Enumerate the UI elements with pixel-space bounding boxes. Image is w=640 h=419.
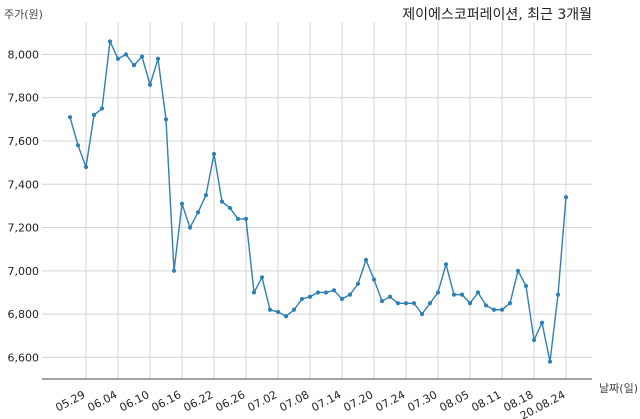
y-axis-label: 주가(원)	[4, 8, 43, 21]
x-tick-label: 08.05	[437, 388, 471, 414]
data-point	[171, 268, 177, 273]
x-tick-label: 07.14	[309, 388, 343, 414]
data-point	[179, 201, 185, 206]
y-tick-label: 7,600	[8, 135, 40, 148]
y-tick-label: 7,200	[8, 222, 40, 235]
x-tick-label: 06.22	[181, 388, 215, 414]
data-point	[499, 307, 505, 312]
data-point	[251, 290, 257, 295]
data-point	[435, 290, 441, 295]
data-point	[419, 311, 425, 317]
data-point	[155, 56, 161, 61]
data-point	[83, 164, 89, 170]
data-point	[259, 275, 265, 280]
y-tick-label: 6,600	[8, 351, 40, 364]
data-point	[99, 106, 105, 111]
data-point	[491, 307, 497, 312]
data-point	[515, 268, 521, 273]
x-tick-label: 08.11	[469, 388, 503, 414]
x-axis-label: 날짜(일)	[599, 382, 638, 395]
data-point	[187, 225, 193, 230]
data-point	[371, 277, 377, 282]
x-tick-label: 07.30	[405, 388, 439, 414]
chart-title: 제이에스코퍼레이션, 최근 3개월	[402, 7, 592, 23]
data-point	[531, 337, 537, 343]
x-tick-label: 07.24	[373, 388, 407, 414]
data-point	[387, 294, 393, 299]
data-point	[275, 309, 281, 315]
data-point	[195, 210, 201, 215]
data-point	[459, 292, 465, 297]
data-point	[395, 301, 401, 306]
data-point	[211, 151, 217, 157]
data-point	[411, 301, 417, 306]
x-tick-label: 07.20	[341, 388, 375, 414]
x-tick-label: 06.10	[117, 388, 151, 414]
data-point	[483, 303, 489, 308]
x-tick-label: 06.26	[213, 388, 247, 414]
data-point	[75, 143, 81, 148]
data-point	[219, 199, 225, 204]
data-point	[315, 290, 321, 295]
data-point	[147, 82, 153, 87]
data-point	[547, 359, 553, 364]
data-point	[355, 281, 361, 286]
data-point	[379, 299, 385, 304]
data-point	[363, 257, 369, 263]
data-point	[123, 52, 129, 57]
data-point	[267, 307, 273, 312]
data-point	[323, 290, 329, 295]
y-tick-label: 7,400	[8, 178, 40, 191]
data-point	[339, 296, 345, 302]
data-point	[203, 192, 209, 198]
data-point	[163, 117, 169, 122]
data-point	[291, 307, 297, 312]
x-tick-label: 05.29	[53, 388, 87, 414]
data-point	[475, 290, 481, 295]
data-point	[131, 63, 137, 68]
data-point	[331, 288, 337, 293]
data-point	[451, 292, 457, 297]
data-point	[307, 294, 313, 299]
data-point	[227, 205, 233, 211]
data-point	[115, 56, 121, 61]
data-point	[443, 262, 449, 267]
y-tick-label: 7,000	[8, 265, 40, 278]
data-point	[283, 314, 289, 319]
data-point	[427, 301, 433, 306]
data-point	[403, 301, 409, 306]
data-point	[235, 216, 241, 221]
y-tick-label: 7,800	[8, 92, 40, 105]
data-point	[555, 292, 561, 297]
x-tick-label: 07.08	[277, 388, 311, 414]
data-point	[107, 39, 113, 44]
data-point	[67, 115, 73, 120]
y-tick-label: 8,000	[8, 48, 40, 61]
data-point	[563, 195, 569, 200]
data-point	[91, 112, 97, 118]
data-point	[299, 296, 305, 302]
x-tick-label: 06.16	[149, 388, 183, 414]
data-point	[347, 292, 353, 297]
y-tick-label: 6,800	[8, 308, 40, 321]
data-point	[243, 216, 249, 221]
data-point	[507, 301, 513, 306]
data-point	[467, 301, 473, 306]
data-point	[139, 54, 145, 59]
data-point	[539, 320, 545, 325]
x-tick-label: 06.04	[85, 388, 119, 414]
data-point	[523, 283, 529, 289]
x-tick-label: 07.02	[245, 388, 279, 414]
